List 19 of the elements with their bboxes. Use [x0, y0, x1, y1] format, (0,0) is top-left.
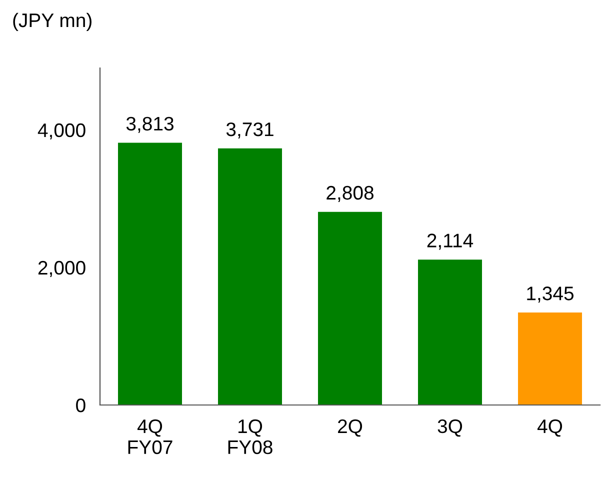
- data-label: 2,114: [427, 234, 474, 250]
- x-tick-label: 1Q FY08: [228, 419, 272, 454]
- data-label: 3,731: [226, 122, 274, 139]
- bar: [518, 312, 582, 405]
- x-tick-label: 3Q: [438, 419, 462, 437]
- x-tick-label: 4Q FY07: [128, 419, 172, 454]
- bar: [418, 260, 482, 405]
- bar: [218, 148, 282, 405]
- x-tick-label: 4Q: [537, 419, 562, 437]
- bar: [318, 212, 382, 405]
- data-label: 1,345: [527, 286, 574, 303]
- y-tick-label: 0: [76, 398, 86, 412]
- x-tick-label: 2Q: [338, 419, 362, 437]
- data-label: 3,813: [126, 116, 174, 133]
- y-axis-title: (JPY mn): [13, 12, 92, 32]
- y-tick-label: 2,000: [38, 260, 86, 277]
- bar: [118, 142, 182, 405]
- data-label: 2,808: [326, 186, 374, 202]
- y-tick-label: 4,000: [38, 123, 86, 140]
